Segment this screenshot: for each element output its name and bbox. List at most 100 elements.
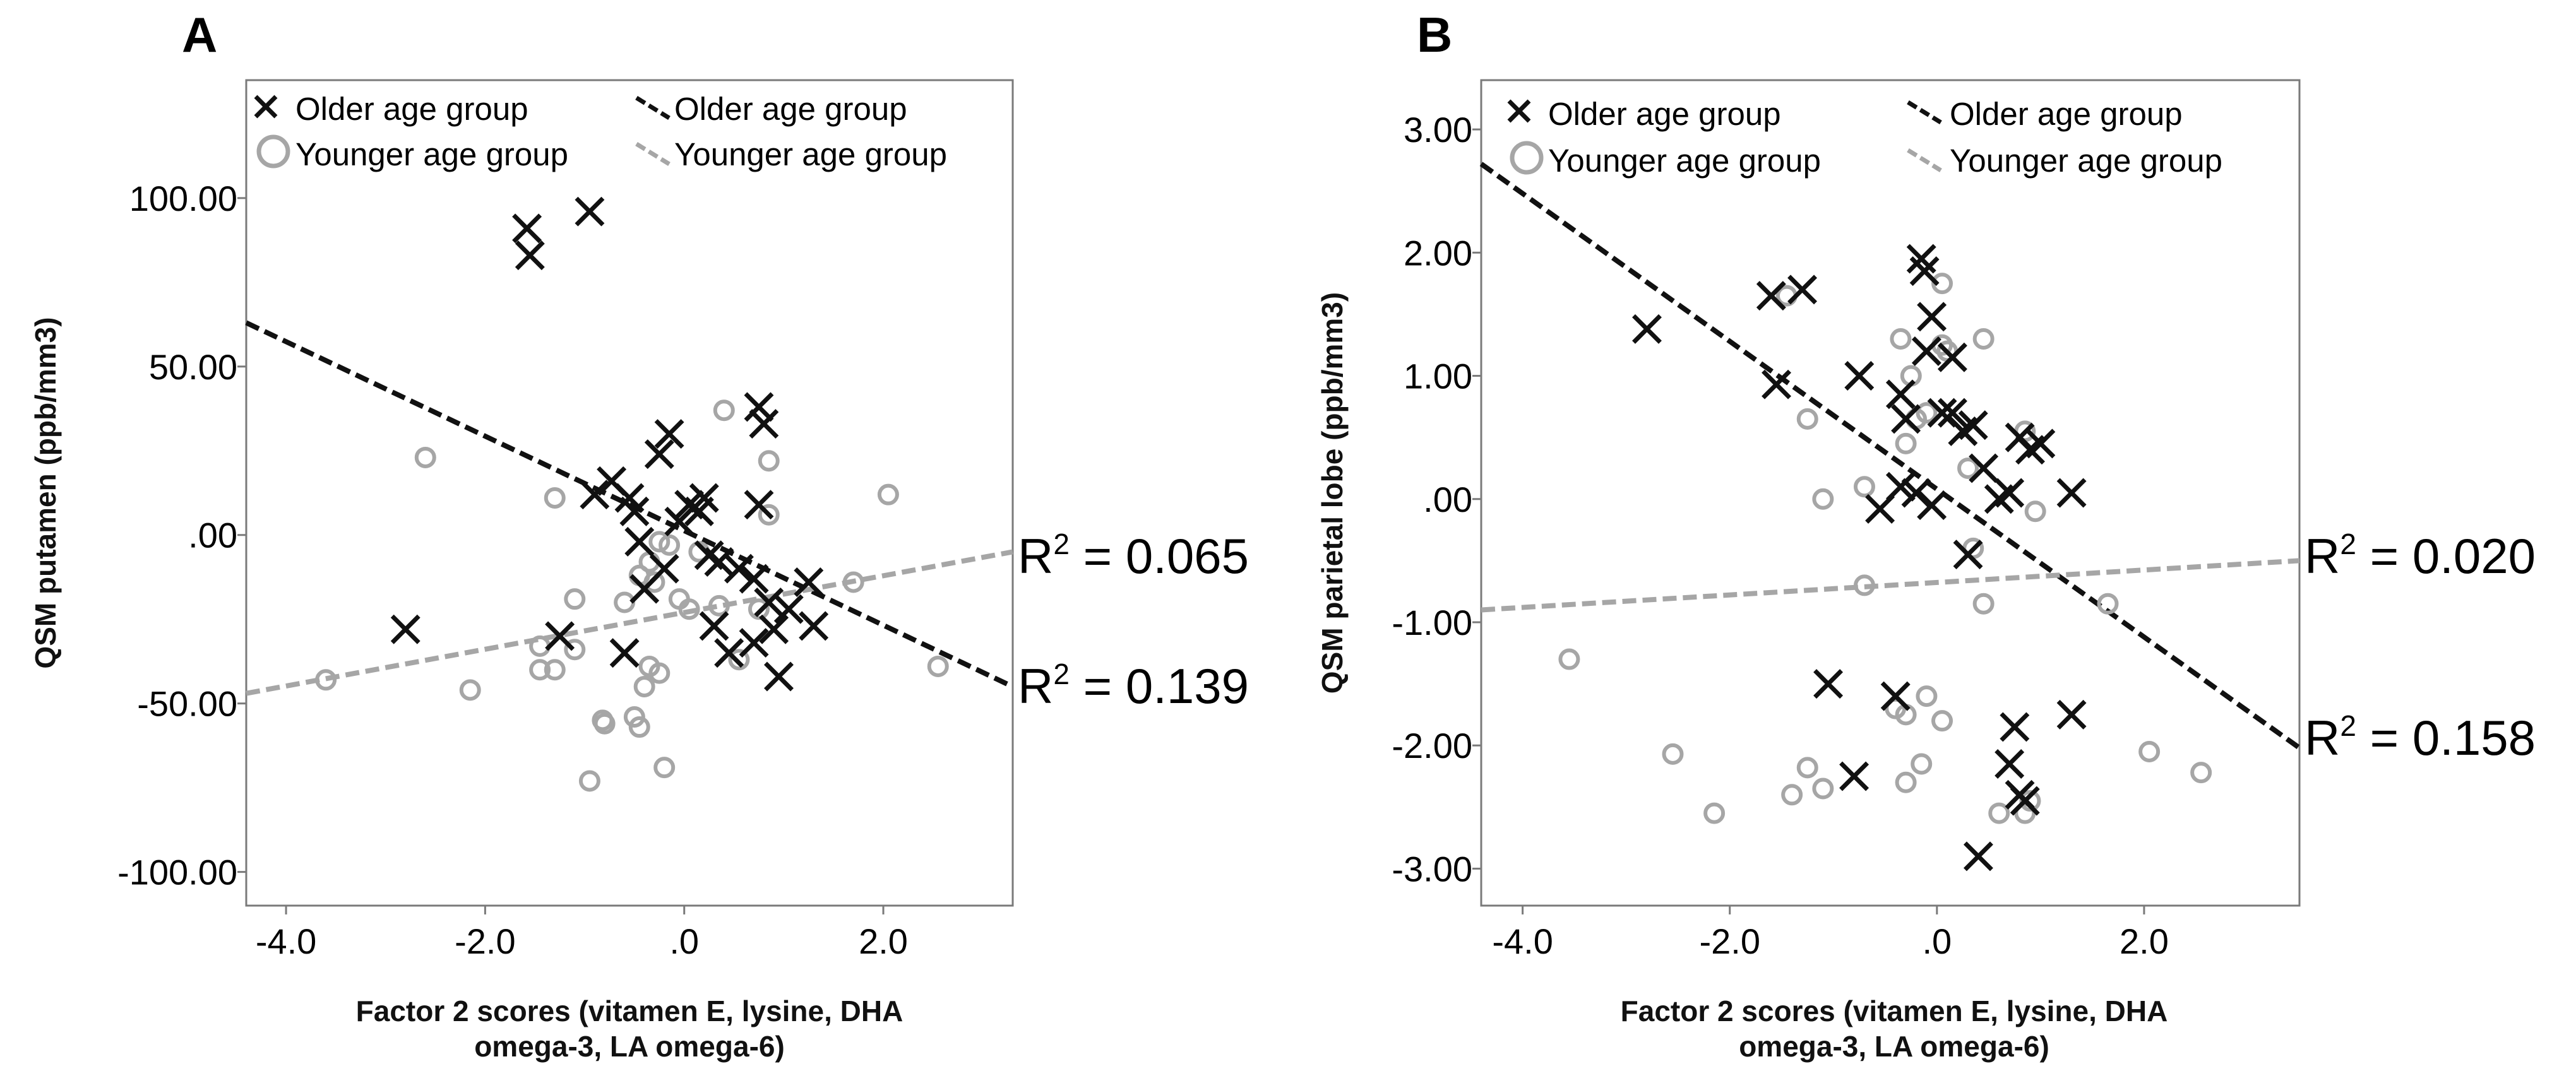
panel-a-older-point: [515, 240, 545, 271]
panel-b-legend-line-older-icon: [1907, 100, 1942, 124]
panel-b-younger-point: [2019, 790, 2041, 812]
panel-b-y-tick-label: 1.00: [1404, 357, 1472, 396]
panel-a-plot-frame: [245, 79, 1014, 907]
panel-b-older-point: [1901, 478, 1931, 508]
panel-a-axis-ticks: -4.0 -2.0 .0 2.0 100.00 50.00 .00 -50.00 -100.00: [117, 179, 908, 961]
panel-b-older-point: [1756, 281, 1786, 311]
panel-b-older-point: [1813, 669, 1844, 699]
panel-b-younger-point: [1890, 328, 1912, 350]
panel-b-legend-line-older-label: Older age group: [1950, 96, 2183, 132]
panel-a-x-tick-label: -2.0: [455, 921, 516, 961]
panel-b-older-point: [1891, 404, 1921, 434]
panel-a-y-tick-label: -100.00: [117, 853, 237, 892]
panel-a-younger-point: [414, 446, 436, 468]
panel-a-younger-point: [758, 504, 780, 526]
panel-b-younger-point: [1796, 408, 1818, 430]
panel-b-y-tick-label: -1.00: [1392, 603, 1472, 642]
panel-a-legend-line-younger-icon: [635, 142, 671, 166]
panel-a-letter: A: [182, 7, 217, 62]
panel-a-older-point: [714, 638, 744, 668]
panel-a-older-point: [580, 480, 610, 510]
panel-a-younger-point: [564, 588, 586, 610]
panel-a-younger-point: [713, 399, 735, 422]
panel-b-legend-marker-younger-label: Younger age group: [1548, 143, 1821, 179]
panel-a-y-tick-label: 50.00: [149, 347, 237, 387]
panel-b-younger-point: [1895, 432, 1917, 454]
panel-b-plot-frame: [1480, 79, 2301, 907]
panel-b-younger-point: [1895, 771, 1917, 793]
panel-b-older-point: [1880, 681, 1911, 711]
panel-a-x-axis-title-line1: Factor 2 scores (vitamen E, lysine, DHA: [356, 995, 903, 1027]
panel-a-younger-point: [564, 639, 586, 661]
panel-b-legend-line-younger-icon: [1907, 148, 1942, 172]
panel-a-older-point: [654, 419, 684, 449]
panel-a-younger-point: [544, 659, 566, 681]
panel-a-older-point: [739, 564, 769, 594]
panel-b-younger-point: [1853, 574, 1875, 596]
panel-b-x-axis-title-line2: omega-3, LA omega-6): [1739, 1030, 2049, 1063]
panel-b-older-point: [1969, 453, 1999, 483]
panel-a-legend-line-younger-label: Younger age group: [674, 136, 947, 172]
panel-b-y-tick-label: .00: [1423, 480, 1472, 519]
panel-a-older-point: [764, 661, 794, 692]
panel-a-legend: Older age group Younger age group Older …: [254, 91, 947, 172]
panel-a-x-tick-label: .0: [669, 921, 699, 961]
panel-a-y-tick-label: -50.00: [137, 684, 237, 724]
panel-b-older-point: [1995, 749, 2025, 779]
panel-b-younger-point: [2024, 500, 2046, 523]
panel-a-younger-point: [544, 487, 566, 509]
panel-a-younger-point: [578, 770, 600, 792]
panel-a-older-point: [773, 594, 804, 624]
panel-b-younger-point: [1796, 757, 1818, 779]
panel-b-y-tick-label: -2.00: [1392, 726, 1472, 766]
panel-a-younger-point: [633, 675, 655, 697]
panel-a-older-point: [512, 213, 542, 244]
panel-b-younger-point: [1957, 457, 1979, 479]
panel-b-older-point: [1911, 336, 1941, 366]
panel-a-older-point: [644, 439, 674, 470]
panel-a-r2-older: R2 = 0.139: [1018, 658, 1249, 714]
panel-a-younger-point: [758, 450, 780, 472]
panel-a-legend-marker-older-label: Older age group: [295, 91, 528, 127]
panel-a-older-point: [689, 483, 719, 513]
panel-a-younger-point: [728, 649, 750, 671]
panel-b-y-tick-label: 3.00: [1404, 110, 1472, 150]
panel-b-younger-point: [1853, 476, 1875, 498]
panel-b-older-points: [1632, 244, 2087, 872]
panel-b-older-point: [1885, 379, 1916, 410]
panel-b-younger-point: [1931, 273, 1953, 295]
panel-a-r2-younger: R2 = 0.065: [1018, 528, 1249, 584]
panel-b-older-point: [2056, 699, 2087, 730]
panel-a-younger-point: [842, 571, 864, 593]
panel-a-y-tick-label: .00: [188, 516, 237, 555]
panel-a-younger-point: [529, 659, 551, 681]
panel-a-older-point: [619, 496, 650, 526]
panel-b-x-axis-title-line1: Factor 2 scores (vitamen E, lysine, DHA: [1621, 995, 2168, 1027]
panel-a-older-point: [744, 490, 774, 520]
panel-b-younger-point: [1972, 593, 1995, 615]
panel-a-legend-marker-older-icon: [254, 95, 278, 119]
panel-a-younger-point: [927, 655, 949, 677]
panel-a-older-point: [390, 614, 420, 644]
panel-b-younger-point: [1558, 648, 1580, 670]
panel-a-fit-line-younger: [246, 549, 1013, 696]
panel-a-older-point: [649, 553, 679, 584]
panel-b: B -4.0 -2.0 .0 2.0 3.00 2.00 1.00 .00 -1.00 -2.00…: [1316, 7, 2536, 1063]
panel-b-r2-older: R2 = 0.158: [2305, 709, 2536, 766]
panel-b-younger-point: [1931, 710, 1953, 732]
panel-a-older-point: [739, 628, 769, 658]
panel-a-legend-marker-younger-label: Younger age group: [295, 136, 568, 172]
panel-a-legend-marker-younger-icon: [256, 134, 290, 169]
panel-b-older-point: [1958, 410, 1988, 441]
panel-b-fit-line-younger: [1481, 558, 2300, 613]
panel-a-younger-point: [648, 531, 671, 553]
panel-b-older-point: [1909, 256, 1940, 287]
panel-a-younger-point: [653, 757, 676, 779]
panel-a-older-point: [724, 553, 754, 584]
panel-b-r2-younger: R2 = 0.020: [2305, 528, 2536, 584]
panel-b-older-point: [1937, 342, 1967, 372]
panel-a-younger-point: [748, 598, 770, 620]
panel-a-older-point: [799, 611, 829, 641]
panel-b-younger-point: [1662, 743, 1684, 765]
